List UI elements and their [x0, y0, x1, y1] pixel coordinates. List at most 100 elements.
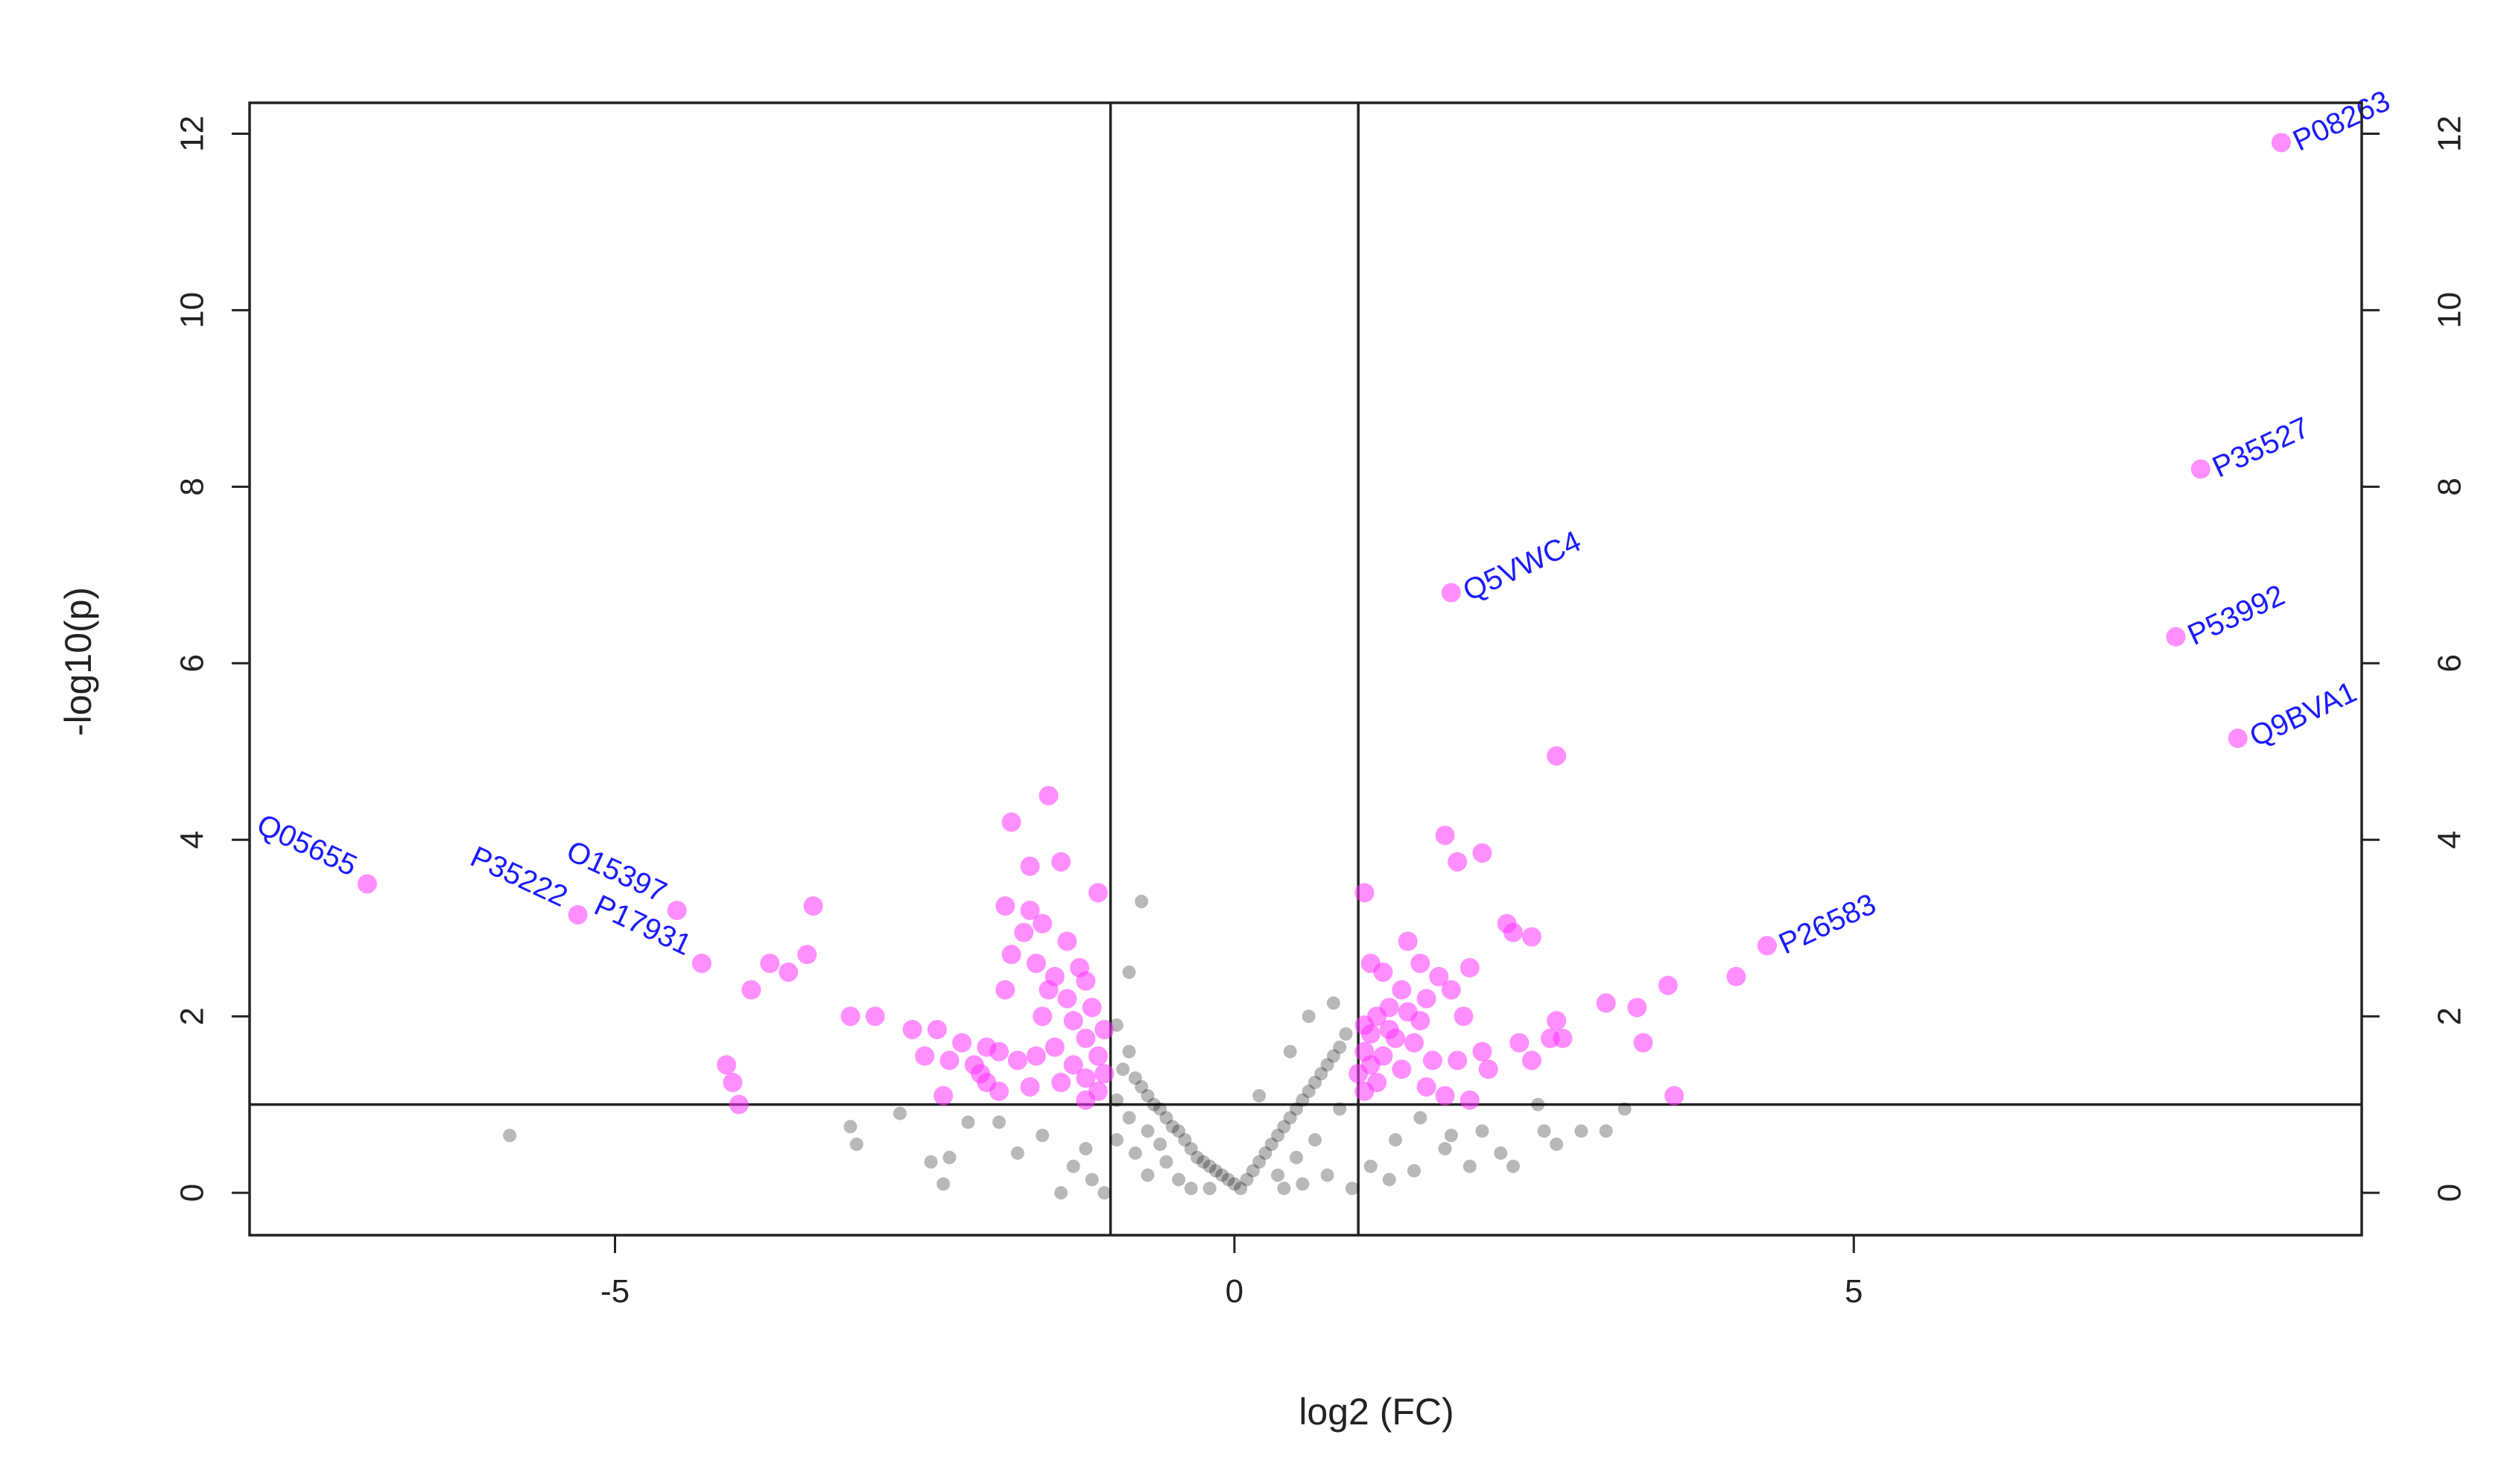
significant-point	[1398, 1002, 1418, 1022]
nonsignificant-point	[1494, 1146, 1508, 1160]
nonsignificant-point	[503, 1129, 517, 1143]
significant-point	[927, 1019, 947, 1039]
nonsignificant-point	[1264, 1137, 1278, 1151]
significant-point	[1416, 1076, 1436, 1097]
nonsignificant-point	[1159, 1155, 1173, 1169]
nonsignificant-point	[1574, 1124, 1588, 1138]
significant-point	[2271, 133, 2291, 153]
nonsignificant-point	[1196, 1155, 1211, 1169]
nonsignificant-point	[1258, 1146, 1272, 1160]
nonsignificant-point	[1531, 1097, 1545, 1112]
nonsignificant-point	[942, 1150, 957, 1164]
significant-point	[1076, 1068, 1096, 1088]
nonsignificant-point	[1462, 1159, 1477, 1173]
significant-point	[840, 1006, 860, 1027]
nonsignificant-point	[961, 1115, 975, 1129]
y-tick-label-right: 2	[2432, 1007, 2468, 1025]
significant-point	[1553, 1028, 1573, 1048]
nonsignificant-point	[1122, 965, 1136, 979]
nonsignificant-point	[1202, 1182, 1217, 1196]
significant-point	[1478, 1059, 1498, 1079]
significant-point	[1757, 936, 1777, 956]
nonsignificant-point	[1208, 1164, 1223, 1178]
nonsignificant-point	[924, 1155, 938, 1169]
nonsignificant-point	[1128, 1146, 1142, 1160]
significant-point	[803, 896, 823, 916]
significant-point	[952, 1033, 972, 1053]
nonsignificant-point	[1308, 1076, 1322, 1090]
nonsignificant-point	[1290, 1102, 1304, 1116]
significant-point	[1026, 954, 1046, 974]
nonsignificant-point	[1382, 1173, 1396, 1187]
significant-point	[1448, 1050, 1468, 1071]
nonsignificant-point	[1550, 1137, 1564, 1151]
significant-point	[1410, 954, 1430, 974]
nonsignificant-point	[1302, 1084, 1316, 1098]
significant-point	[1429, 966, 1449, 986]
significant-point	[1026, 1046, 1046, 1066]
nonsignificant-point	[1191, 1150, 1205, 1164]
nonsignificant-point	[1599, 1124, 1613, 1138]
significant-point	[2190, 459, 2210, 479]
nonsignificant-point	[1010, 1146, 1024, 1160]
nonsignificant-point	[1116, 1062, 1130, 1076]
nonsignificant-point	[1506, 1159, 1521, 1173]
nonsignificant-point	[1172, 1173, 1186, 1187]
y-tick-label-right: 10	[2432, 292, 2468, 329]
significant-point	[1547, 1011, 1567, 1031]
nonsignificant-point	[1444, 1129, 1458, 1143]
significant-point	[1547, 746, 1567, 766]
y-tick-label-left: 6	[174, 654, 211, 672]
significant-point	[1392, 980, 1412, 1000]
significant-point	[779, 962, 799, 982]
axes: -5 0 5 0 2 4 6 8 10 12 0 2 4 6 8 10 12	[174, 115, 2468, 1310]
significant-point	[741, 980, 761, 1000]
significant-point	[939, 1050, 960, 1071]
nonsignificant-point	[1271, 1129, 1285, 1143]
y-tick-label-right: 12	[2432, 115, 2468, 152]
nonsignificant-point	[1184, 1182, 1198, 1196]
nonsignificant-point	[936, 1177, 951, 1191]
y-tick-label-left: 4	[174, 831, 211, 849]
nonsignificant-point	[1234, 1182, 1248, 1196]
nonsignificant-points	[503, 895, 1632, 1200]
nonsignificant-point	[849, 1137, 863, 1151]
nonsignificant-point	[1339, 1027, 1353, 1041]
significant-point	[667, 901, 687, 921]
y-tick-label-right: 4	[2432, 831, 2468, 849]
nonsignificant-point	[1252, 1088, 1267, 1103]
significant-point	[1379, 1019, 1399, 1039]
significant-point	[1051, 852, 1071, 872]
nonsignificant-point	[1308, 1133, 1322, 1147]
significant-point	[1441, 583, 1461, 603]
nonsignificant-point	[1407, 1164, 1421, 1178]
significant-point	[1057, 931, 1077, 951]
significant-point	[1020, 1076, 1040, 1097]
significant-point	[1633, 1033, 1653, 1053]
significant-points	[357, 133, 2291, 1114]
significant-point	[1014, 922, 1034, 942]
nonsignificant-point	[1066, 1159, 1080, 1173]
nonsignificant-point	[1184, 1141, 1198, 1155]
significant-point	[729, 1094, 749, 1114]
nonsignificant-point	[1165, 1120, 1179, 1134]
significant-point	[934, 1085, 954, 1106]
significant-point	[1020, 856, 1040, 876]
significant-point	[1354, 883, 1375, 903]
significant-point	[1039, 786, 1059, 806]
significant-point	[1088, 883, 1108, 903]
nonsignificant-point	[1277, 1120, 1291, 1134]
nonsignificant-point	[1054, 1186, 1068, 1200]
nonsignificant-point	[1537, 1124, 1551, 1138]
nonsignificant-point	[1221, 1173, 1235, 1187]
significant-point	[1057, 989, 1077, 1009]
significant-point	[1509, 1033, 1530, 1053]
significant-point	[1726, 966, 1746, 986]
nonsignificant-point	[1283, 1111, 1297, 1125]
significant-point	[1001, 812, 1021, 832]
nonsignificant-point	[1153, 1137, 1167, 1151]
nonsignificant-point	[1314, 1067, 1328, 1081]
significant-point	[1039, 980, 1059, 1000]
nonsignificant-point	[843, 1120, 858, 1134]
